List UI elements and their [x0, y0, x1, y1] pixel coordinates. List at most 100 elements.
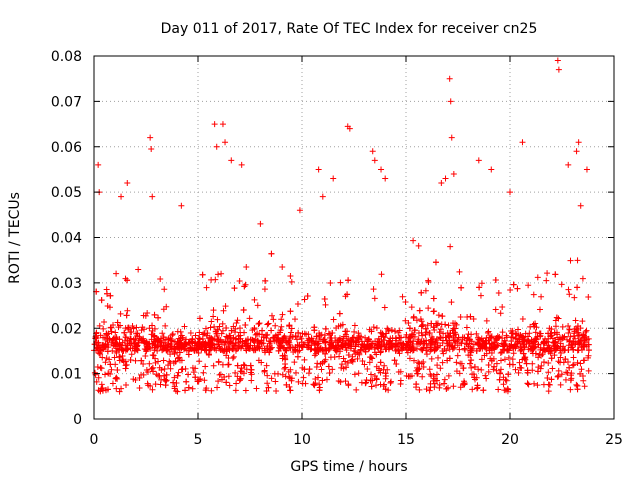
- data-point: [271, 370, 278, 377]
- data-point: [505, 371, 512, 378]
- data-point: [164, 344, 171, 351]
- data-point: [133, 324, 140, 331]
- data-point: [327, 279, 334, 286]
- data-point: [379, 330, 386, 337]
- data-point: [497, 370, 504, 377]
- data-point: [104, 348, 111, 355]
- data-point: [267, 346, 274, 353]
- data-point: [282, 346, 289, 353]
- data-point: [202, 363, 209, 370]
- data-point: [410, 338, 417, 345]
- data-point: [378, 343, 385, 350]
- data-point: [176, 354, 183, 361]
- data-point: [514, 339, 521, 346]
- data-point: [132, 357, 139, 364]
- data-point: [279, 264, 286, 271]
- data-point: [342, 378, 349, 385]
- data-point: [169, 332, 176, 339]
- data-point: [325, 347, 332, 354]
- data-point: [205, 351, 212, 358]
- data-point: [172, 346, 179, 353]
- data-point: [218, 330, 225, 337]
- data-point: [450, 332, 457, 339]
- data-point: [535, 354, 542, 361]
- data-point: [538, 293, 545, 300]
- data-point: [277, 327, 284, 334]
- data-point: [416, 386, 423, 393]
- data-point: [555, 66, 562, 73]
- data-point: [574, 347, 581, 354]
- data-point: [255, 320, 262, 327]
- data-point: [264, 372, 271, 379]
- data-point: [534, 368, 541, 375]
- data-point: [567, 386, 574, 393]
- data-point: [147, 345, 154, 352]
- data-point: [468, 331, 475, 338]
- data-point: [571, 294, 578, 301]
- data-point: [509, 356, 516, 363]
- data-point: [444, 357, 451, 364]
- data-point: [164, 340, 171, 347]
- y-tick-label: 0.05: [51, 185, 82, 201]
- data-point: [337, 279, 344, 286]
- data-point: [109, 380, 116, 387]
- data-point: [461, 345, 468, 352]
- data-point: [532, 350, 539, 357]
- data-point: [575, 139, 582, 146]
- data-point: [530, 291, 537, 298]
- data-point: [347, 337, 354, 344]
- data-point: [437, 365, 444, 372]
- data-point: [478, 343, 485, 350]
- data-point: [555, 358, 562, 365]
- data-point: [410, 237, 417, 244]
- data-point: [500, 374, 507, 381]
- data-point: [189, 364, 196, 371]
- data-point: [377, 369, 384, 376]
- data-point: [473, 347, 480, 354]
- data-point: [203, 284, 210, 291]
- x-tick-label: 10: [293, 432, 311, 448]
- data-point: [123, 312, 130, 319]
- data-point: [270, 334, 277, 341]
- data-point: [219, 346, 226, 353]
- data-point: [314, 360, 321, 367]
- data-point: [565, 161, 572, 168]
- data-point: [325, 363, 332, 370]
- data-point: [225, 361, 232, 368]
- data-point: [131, 340, 138, 347]
- data-point: [560, 359, 567, 366]
- data-point: [434, 362, 441, 369]
- data-point: [245, 345, 252, 352]
- data-point: [155, 358, 162, 365]
- data-point: [375, 365, 382, 372]
- data-point: [289, 333, 296, 340]
- data-point: [275, 347, 282, 354]
- data-point: [413, 317, 420, 324]
- data-point: [199, 271, 206, 278]
- data-point: [286, 374, 293, 381]
- data-point: [298, 343, 305, 350]
- data-point: [368, 371, 375, 378]
- data-point: [323, 376, 330, 383]
- data-point: [167, 343, 174, 350]
- data-point: [159, 347, 166, 354]
- data-point: [483, 375, 490, 382]
- data-point: [263, 335, 270, 342]
- data-point: [247, 362, 254, 369]
- data-point: [431, 308, 438, 315]
- data-point: [558, 281, 565, 288]
- data-point: [231, 285, 238, 292]
- data-point: [330, 316, 337, 323]
- data-point: [160, 334, 167, 341]
- data-point: [251, 326, 258, 333]
- data-point: [130, 336, 137, 343]
- data-point: [554, 331, 560, 338]
- data-point: [228, 338, 235, 345]
- data-point: [124, 307, 131, 314]
- data-point: [316, 387, 323, 394]
- data-point: [265, 384, 272, 391]
- data-point: [420, 344, 427, 351]
- data-point: [329, 330, 336, 337]
- data-point: [287, 308, 294, 315]
- data-point: [247, 336, 254, 343]
